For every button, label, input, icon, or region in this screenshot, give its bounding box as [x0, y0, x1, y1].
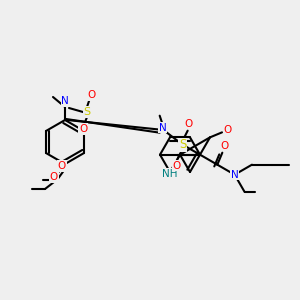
Text: O: O	[87, 90, 95, 100]
Text: N: N	[159, 123, 167, 133]
Text: O: O	[50, 172, 58, 182]
Text: NH: NH	[162, 169, 178, 179]
Text: O: O	[172, 161, 181, 171]
Text: O: O	[58, 161, 66, 171]
Text: N: N	[61, 96, 69, 106]
Text: O: O	[224, 125, 232, 135]
Text: N: N	[231, 170, 239, 180]
Text: S: S	[179, 138, 186, 151]
Text: O: O	[220, 141, 228, 151]
Text: O: O	[184, 119, 193, 129]
Text: S: S	[83, 107, 91, 117]
Text: O: O	[79, 124, 87, 134]
